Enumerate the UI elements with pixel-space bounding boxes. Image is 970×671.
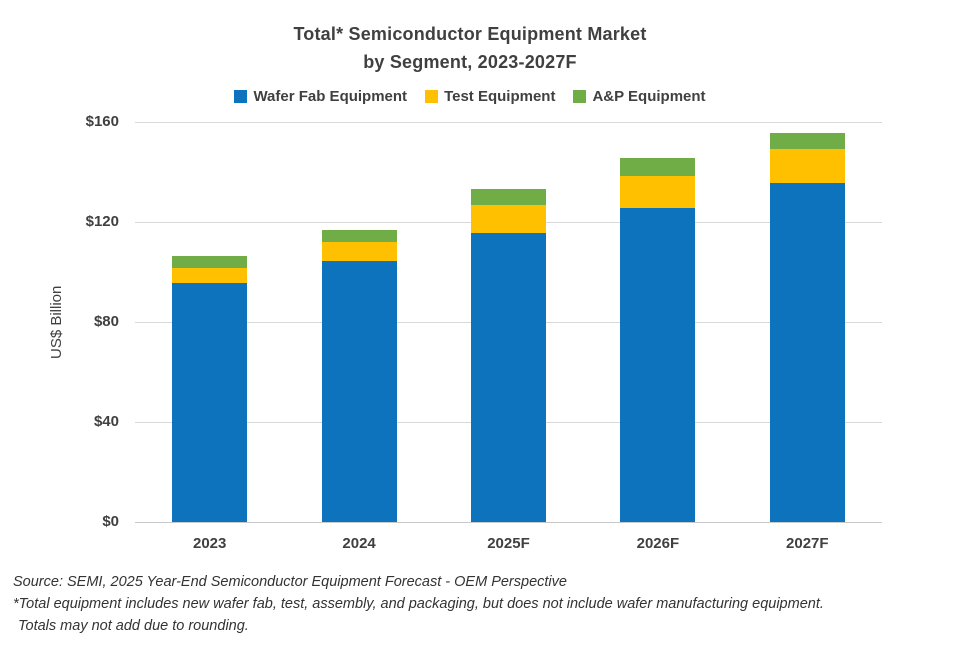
chart-title-line1: Total* Semiconductor Equipment Market [293,24,647,44]
bar-segment [471,233,546,522]
bar-segment [321,230,397,242]
x-tick-label-2023: 2023 [193,535,227,552]
bar-stack-2024 [321,122,397,522]
y-tick-label: $0 [102,513,119,530]
bar-segment [620,207,696,522]
bar-segment [172,283,248,522]
legend-item: A&P Equipment [573,88,706,105]
x-tick-label-2026f: 2026F [636,535,680,552]
x-tick-label-2024: 2024 [342,535,376,552]
legend-swatch-icon [573,90,587,103]
legend-label: A&P Equipment [592,88,706,105]
definition-note: *Total equipment includes new wafer fab,… [13,596,824,612]
bar-segment [471,205,546,234]
bar-segment [172,268,248,283]
bar-segment [620,158,696,176]
gridline-y160 [135,121,882,123]
x-tick-label-2027f: 2027F [786,535,829,552]
y-tick-label: $80 [93,313,119,330]
bar-segment [769,183,845,522]
y-tick-label: $160 [85,113,119,130]
plot-area [135,121,882,523]
chart-footnotes: Source: SEMI, 2025 Year-End Semiconducto… [13,571,963,637]
legend-swatch-icon [234,90,248,103]
legend-label: Wafer Fab Equipment [253,88,408,105]
legend-swatch-icon [425,90,439,103]
y-tick-label: $40 [93,413,119,430]
rounding-note: Totals may not add due to rounding. [18,618,249,634]
bar-segment [321,241,397,261]
bar-stack-2025f [471,122,546,522]
y-tick-label: $120 [85,213,119,230]
bar-segment [471,189,546,206]
gridline-y0 [135,521,882,523]
bar-segment [620,176,696,208]
bar-segment [769,132,845,150]
bar-stack-2027f [769,122,845,522]
legend-label: Test Equipment [444,88,556,105]
bar-stack-2026f [620,122,696,522]
chart-legend: Wafer Fab Equipment Test Equipment A&P Equ… [0,88,940,105]
legend-item: Test Equipment [425,88,555,105]
chart-title-line2: by Segment, 2023-2027F [363,52,577,72]
source-note: Source: SEMI, 2025 Year-End Semiconducto… [13,574,567,590]
x-tick-label-2025f: 2025F [487,535,530,552]
chart-header: Total* Semiconductor Equipment Market by… [0,20,940,76]
legend-item: Wafer Fab Equipment [234,88,407,105]
bar-segment [172,256,248,268]
bar-stack-2023 [172,122,248,522]
bar-segment [321,260,397,522]
bar-segment [769,149,845,184]
